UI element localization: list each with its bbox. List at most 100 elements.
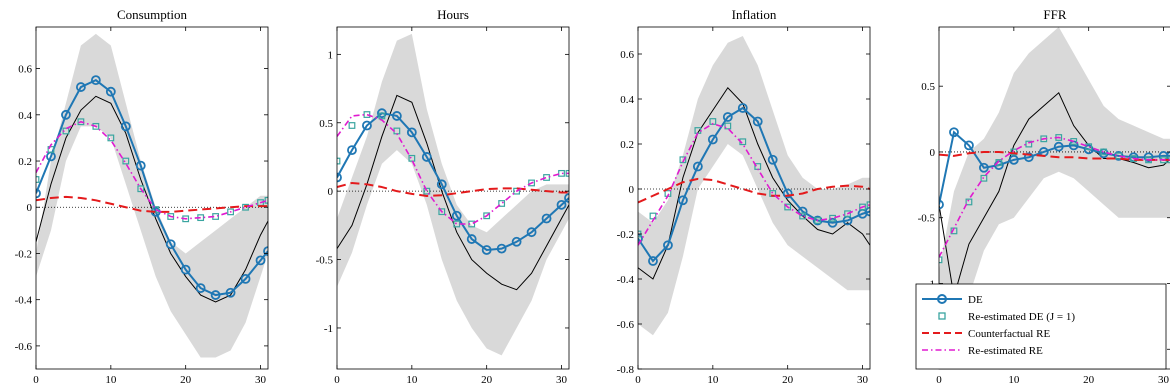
counterfactual-re-line [337,181,569,197]
de-point [225,287,236,298]
y-tick-label: -0.6 [15,341,33,353]
de-point [526,227,537,238]
legend-de-label: DE [968,294,983,306]
de-point [255,255,266,266]
re-estimated-de-point [558,169,565,177]
re-estimated-re-line [638,122,870,246]
x-tick-label: 0 [33,374,39,386]
legend-de-marker [937,294,947,304]
x-tick-label: 20 [481,374,493,386]
x-tick-label: 30 [857,374,869,386]
re-estimated-de-point [799,212,807,220]
x-tick-label: 30 [1158,374,1170,386]
re-estimated-de-point [1010,148,1018,156]
de-line [939,130,1170,205]
re-estimated-de-point [513,187,521,195]
re-estimated-de-point [814,217,822,224]
de-point [406,127,417,138]
y-tick-label: 0 [328,186,334,198]
counterfactual-re-line [638,177,870,204]
de-point [263,246,268,257]
x-tick-label: 10 [406,374,418,386]
de-point [36,188,41,199]
y-tick-label: 0.6 [18,64,32,76]
re-estimated-de-point [679,156,687,164]
y-tick-label: 0.5 [921,81,935,93]
de-point [939,199,944,210]
panel-title: Inflation [732,7,777,22]
confidence-band [337,33,569,356]
x-tick-label: 20 [1083,374,1095,386]
y-tick-label: 0.4 [620,94,634,106]
de-line [337,112,569,252]
de-point [511,236,522,247]
de-point [210,290,221,300]
y-tick-label: 0.5 [319,118,333,130]
de-point [663,240,673,251]
de-point [797,206,808,217]
re-estimated-re-line [939,136,1170,258]
legend-entry-re-re: Re-estimated RE [922,345,1043,357]
x-tick-label: 10 [1008,374,1020,386]
hours-panel: Hours -1-0.500.510 10 20 30 [316,7,570,386]
re-estimated-de-point [784,203,792,211]
legend-cf-re-label: Counterfactual RE [968,328,1050,340]
re-estimated-de-point [1085,143,1093,151]
re-estimated-de-point [438,208,446,216]
inflation-panel: Inflation -0.8 -0.6 -0.4 -0.2 0 0.2 0.4 0.6 0 10 2… [617,7,871,386]
y-tick-label: 0.4 [18,110,32,122]
de-point [76,82,86,92]
re-estimated-de-point [122,157,130,165]
y-tick-label: -0.2 [15,248,32,260]
de-point [1023,152,1034,163]
de-point [865,206,870,217]
re-estimated-de-point [152,206,160,213]
de-point [1068,140,1079,151]
x-tick-label: 0 [936,374,942,386]
de-point [1008,154,1019,165]
re-estimated-de-point [378,112,386,120]
de-point [347,145,357,156]
re-estimated-de-point [227,208,234,216]
consumption-panel: Consumption -0.6 -0.4 -0.2 0 0.2 0.4 0.6 0 10 20 3… [15,7,269,386]
re-estimated-de-point [1100,148,1108,156]
de-point [949,127,959,138]
de-point [120,121,131,132]
panel-title: Hours [437,7,469,22]
de-point [362,120,372,131]
de-point [1053,141,1064,152]
counterfactual-re-line [939,150,1170,161]
re-estimated-de-point [649,212,657,220]
re-estimated-de-point [363,111,371,118]
axes-box [637,26,871,370]
y-tick-label: 0 [930,147,936,159]
re-estimated-de-point [47,146,55,153]
de-point [1143,152,1154,163]
de-point [466,234,477,244]
de-point [556,199,567,210]
re-estimated-de-point [866,201,870,209]
re-estimated-de-point [107,134,115,142]
data-line [337,94,569,291]
y-tick-label: -0.5 [918,213,936,225]
counterfactual-re-line [36,195,268,213]
panel-title: FFR [1043,7,1066,22]
y-tick-label: -0.5 [316,255,334,267]
de-point [90,75,101,86]
de-point [436,179,447,190]
y-tick-label: -0.2 [617,229,634,241]
x-tick-label: 30 [255,374,267,386]
legend-entry-re-de: Re-estimated DE (J = 1) [938,311,1075,323]
re-estimated-de-point [137,185,145,193]
de-point [421,152,432,162]
y-tick-label: -1 [324,323,333,335]
de-point [1083,144,1094,155]
de-point [376,108,387,119]
de-point [391,111,402,121]
re-estimated-de-point [408,154,416,162]
re-estimated-de-point [980,174,988,182]
re-estimated-de-point [423,187,431,195]
legend-re-re-label: Re-estimated RE [968,345,1043,357]
axes-box [336,26,570,370]
